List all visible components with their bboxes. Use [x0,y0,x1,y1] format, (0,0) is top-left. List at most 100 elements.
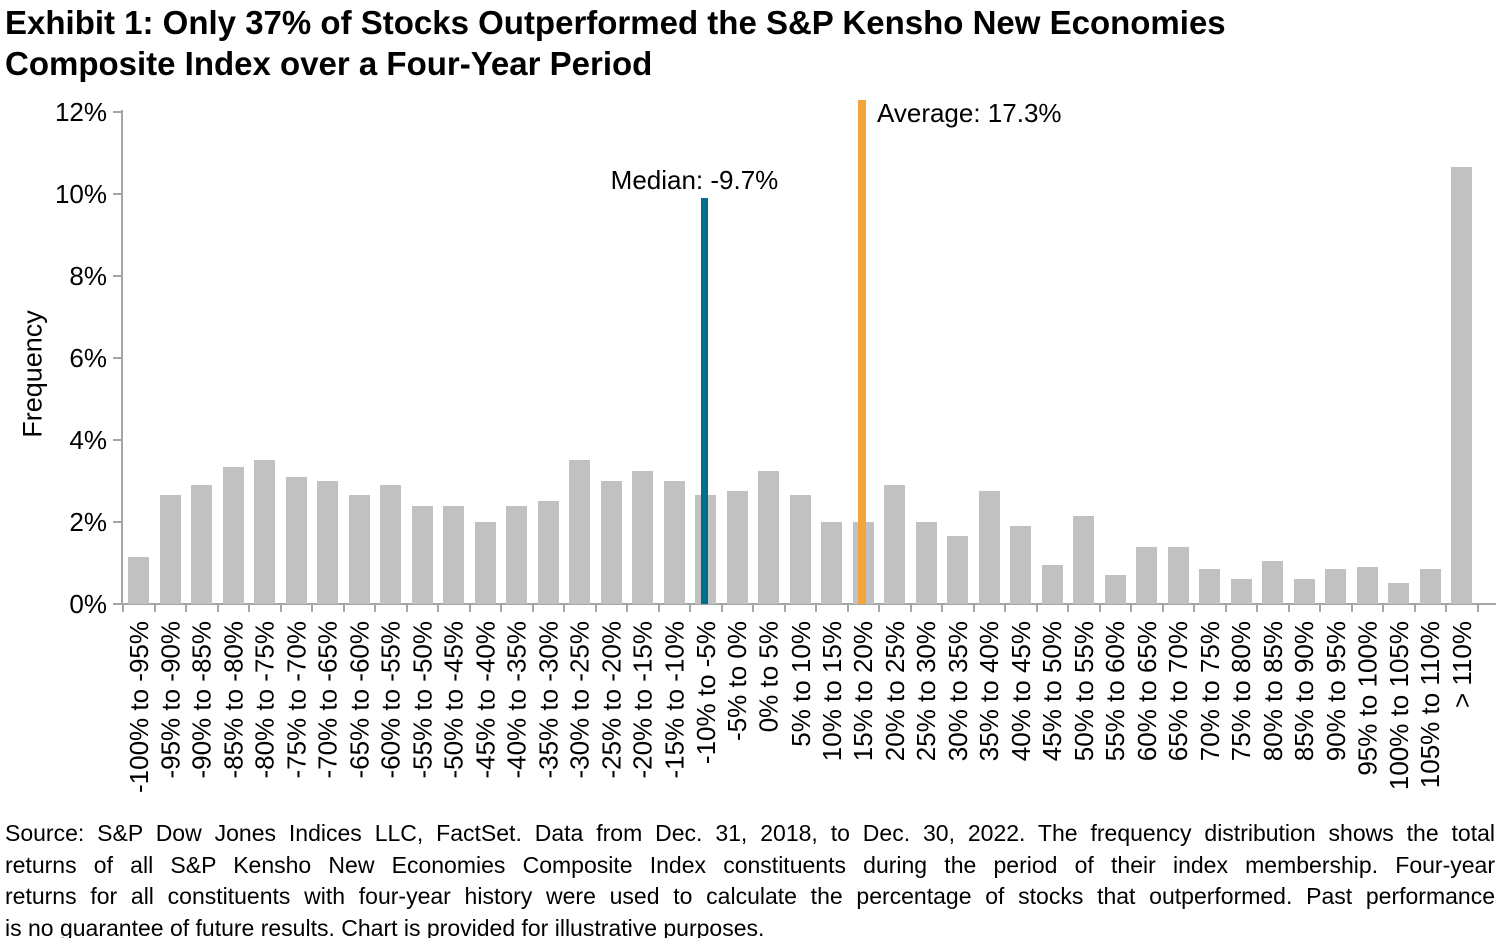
x-tick [626,604,628,612]
histogram-bar [128,557,150,604]
x-tick-label: -95% to -90% [155,621,186,779]
y-tick-label: 10% [54,179,107,209]
x-tick-label: > 110% [1446,621,1477,708]
histogram-bar [1010,526,1032,604]
x-tick [815,604,817,612]
source-line: Source: S&P Dow Jones Indices LLC, FactS… [5,820,1495,846]
y-axis-line [121,110,123,605]
x-tick [531,604,534,612]
x-tick [720,604,723,612]
x-tick-label: -30% to -25% [564,621,595,779]
y-tick [113,193,121,195]
x-tick [1224,604,1227,612]
median-label: Median: -9.7% [610,165,779,195]
histogram-bar [1230,579,1252,604]
y-tick-label: 6% [69,343,107,373]
x-tick-label: 105% to 110% [1415,621,1446,789]
x-tick-label: -5% to 0% [722,621,753,741]
histogram-bar [285,477,307,604]
chart-title: Exhibit 1: Only 37% of Stocks Outperform… [5,2,1226,84]
x-tick [1256,604,1258,612]
histogram-bar [1293,579,1315,604]
y-tick [113,439,121,441]
histogram-bar [317,481,339,604]
histogram-bar [978,491,1000,604]
histogram-bar [1451,167,1473,604]
x-tick [1413,604,1416,612]
chart-title-line1: Exhibit 1: Only 37% of Stocks Outperform… [5,4,1226,41]
x-tick-label: 50% to 55% [1068,621,1099,762]
x-tick-label: -65% to -60% [344,621,375,779]
histogram-bar [915,522,937,604]
histogram-bar [600,481,622,604]
x-tick [1445,604,1447,612]
x-tick-label: -100% to -95% [123,621,154,793]
x-tick-label: -20% to -15% [627,621,658,779]
x-tick [1004,604,1006,612]
x-tick-label: 75% to 80% [1226,621,1257,762]
y-tick-label: 0% [69,589,107,619]
y-tick-label: 8% [69,261,107,291]
x-tick [941,604,943,612]
x-tick-label: 100% to 105% [1383,621,1414,791]
histogram-bar [254,460,276,604]
x-tick [752,604,754,612]
histogram-bar [1262,561,1284,604]
histogram-bar [758,471,780,604]
x-tick-label: 55% to 60% [1100,621,1131,762]
x-tick-label: 95% to 100% [1352,621,1383,776]
histogram-bar [1199,569,1221,604]
x-tick-label: -45% to -40% [470,621,501,779]
x-tick-label: 10% to 15% [816,621,847,762]
x-tick [374,604,376,612]
histogram-bar [222,467,244,604]
x-tick-label: -55% to -50% [407,621,438,779]
x-tick [1161,604,1164,612]
x-tick-label: 65% to 70% [1163,621,1194,762]
x-tick [1287,604,1290,612]
x-tick-label: 35% to 40% [974,621,1005,762]
histogram-bar [947,536,969,604]
histogram-bar [726,491,748,604]
x-tick [594,604,597,612]
x-tick [1067,604,1069,612]
x-tick-label: -70% to -65% [312,621,343,779]
x-tick-label: -10% to -5% [690,621,721,765]
histogram-bar [1419,569,1441,604]
x-tick-label: 60% to 65% [1131,621,1162,762]
histogram-bar [569,460,591,604]
y-tick-label: 12% [54,97,107,127]
x-tick [846,604,849,612]
histogram-bar [159,495,181,604]
x-tick [279,604,282,612]
y-tick-label: 4% [69,425,107,455]
x-tick [122,604,124,612]
histogram-bar [537,501,559,604]
x-tick [1476,604,1479,612]
y-tick [113,357,121,359]
x-tick-label: -75% to -70% [281,621,312,779]
x-tick [689,604,691,612]
x-tick [1319,604,1321,612]
x-tick [563,604,565,612]
y-tick [113,603,121,605]
x-tick [342,604,345,612]
x-tick-label: 30% to 35% [942,621,973,762]
x-tick-label: 90% to 95% [1320,621,1351,762]
x-tick-label: 5% to 10% [785,621,816,747]
x-tick-label: -60% to -55% [375,621,406,779]
x-tick-label: -50% to -45% [438,621,469,779]
histogram-bar [1041,565,1063,604]
x-tick [248,604,250,612]
x-tick [1382,604,1384,612]
histogram-bar [1136,547,1158,604]
x-tick [783,604,786,612]
x-tick [216,604,219,612]
x-tick [1193,604,1195,612]
x-tick [1130,604,1132,612]
x-tick [153,604,156,612]
x-tick [311,604,313,612]
median-line [700,198,708,604]
